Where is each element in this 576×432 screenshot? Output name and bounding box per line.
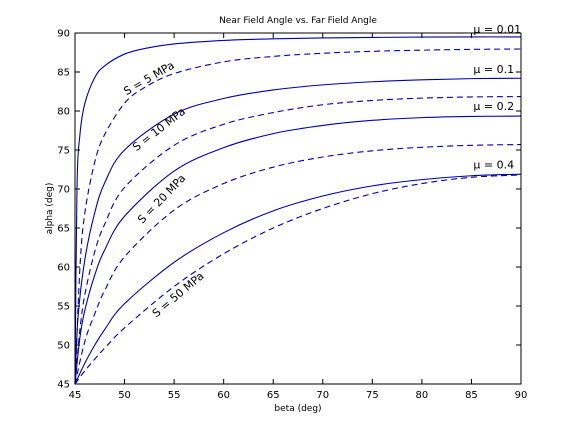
x-tick-label: 80	[416, 390, 429, 401]
curve-annotation: μ = 0.1	[473, 63, 514, 76]
x-tick-label: 90	[515, 390, 528, 401]
series-line-7-solid	[74, 173, 522, 385]
series-line-6-dashed	[74, 143, 522, 385]
series-line-1-solid	[74, 36, 522, 385]
y-tick-label: 85	[57, 68, 70, 79]
y-tick-label: 65	[57, 224, 70, 235]
series-line-4-dashed	[74, 96, 522, 385]
x-tick-label: 45	[69, 390, 82, 401]
x-tick-label: 60	[217, 390, 230, 401]
series-line-2-dashed	[74, 48, 522, 385]
y-tick-label: 60	[57, 263, 70, 274]
series-line-8-dashed	[74, 174, 522, 385]
x-axis-label: beta (deg)	[274, 404, 321, 414]
chart-title: Near Field Angle vs. Far Field Angle	[219, 16, 377, 26]
x-tick-label: 55	[168, 390, 181, 401]
y-ticks: 45 50 55 60 65 70 75 80 85 90	[57, 29, 521, 391]
x-tick-label: 50	[118, 390, 131, 401]
plot-area	[75, 33, 521, 384]
y-tick-label: 45	[57, 380, 70, 391]
y-axis-label: alpha (deg)	[45, 183, 55, 235]
y-tick-label: 80	[57, 107, 70, 118]
curve-annotation: μ = 0.01	[473, 23, 521, 36]
series-line-5-solid	[74, 115, 522, 385]
series-line-3-solid	[74, 77, 522, 385]
y-tick-label: 50	[57, 341, 70, 352]
y-tick-label: 75	[57, 146, 70, 157]
x-tick-label: 65	[267, 390, 280, 401]
y-tick-label: 90	[57, 29, 70, 40]
y-tick-label: 55	[57, 302, 70, 313]
series-layer	[74, 36, 522, 385]
curve-annotation: μ = 0.2	[473, 100, 514, 113]
x-tick-label: 85	[465, 390, 478, 401]
x-tick-label: 75	[366, 390, 379, 401]
curve-annotation: μ = 0.4	[473, 159, 514, 172]
x-ticks: 45 50 55 60 65 70 75 80 85 90	[69, 33, 528, 401]
x-tick-label: 70	[316, 390, 329, 401]
y-tick-label: 70	[57, 185, 70, 196]
plot-frame	[74, 32, 522, 385]
